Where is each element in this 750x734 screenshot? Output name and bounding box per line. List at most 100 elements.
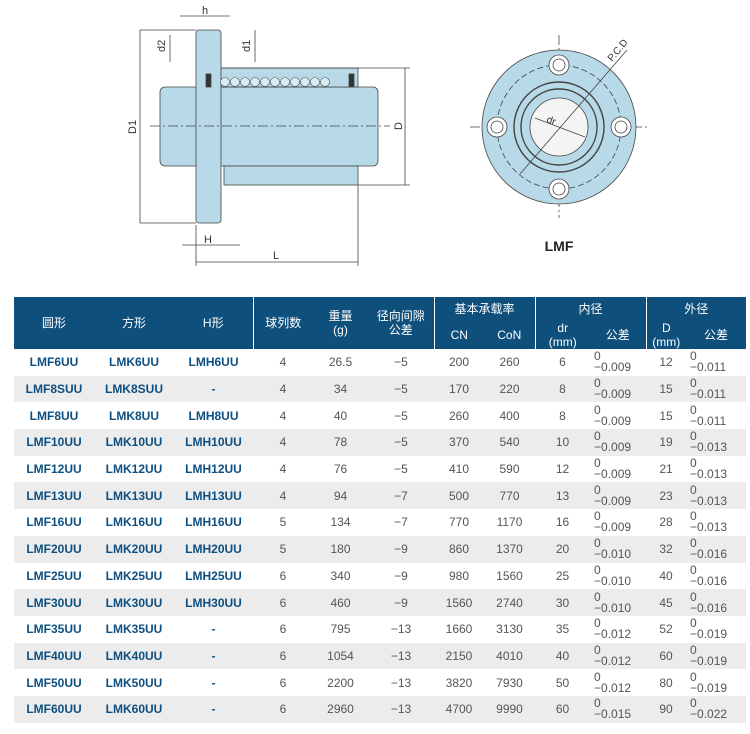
weight-cell: 76 <box>333 462 348 477</box>
square-cell: LMK16UU <box>105 515 163 530</box>
balls-cell: 6 <box>279 622 287 637</box>
col-inner: 内径 <box>534 297 647 321</box>
weight-cell: 1054 <box>313 642 368 670</box>
table-row: LMF10UU LMK10UU LMH10UU 4 78 −5 370 540 10 0 −0.00… <box>14 429 747 456</box>
outer-tolerance-cell: 0 −0.016 <box>686 589 747 616</box>
D-cell: 40 <box>659 568 673 583</box>
h-cell: - <box>174 375 253 403</box>
cn-cell: 200 <box>448 355 470 370</box>
clearance-cell: −13 <box>368 642 434 670</box>
bolt-hole <box>614 120 628 134</box>
round-cell: LMF12UU <box>26 462 82 477</box>
square-cell: LMK6UU <box>109 355 159 370</box>
dim-L-label: L <box>273 250 279 262</box>
balls-cell: 4 <box>253 482 313 510</box>
balls-cell: 6 <box>279 568 287 583</box>
bolt-hole <box>610 116 632 138</box>
inner-tolerance-cell: 0 −0.010 <box>590 589 647 616</box>
h-cell: - <box>174 642 253 670</box>
table-row: LMF6UU LMK6UU LMH6UU 4 26.5 −5 200 260 6 0 −0.009 1… <box>14 349 746 376</box>
round-cell: LMF30UU <box>14 589 94 616</box>
col-ball-rows: 球列数 <box>252 297 313 349</box>
weight-cell: 2960 <box>313 695 368 723</box>
inner-tolerance-cell: 0 −0.009 <box>594 509 632 535</box>
cn-cell: 980 <box>448 568 470 583</box>
square-cell: LMK8SUU <box>94 375 174 403</box>
con-cell: 400 <box>499 408 520 423</box>
con-cell: 590 <box>499 462 520 477</box>
balls-cell: 5 <box>253 535 313 563</box>
table-row: LMF40UU LMK40UU -6 1054 −13 2150 4010 40 0 −0.012… <box>14 642 747 670</box>
dr-cell: 8 <box>559 408 566 423</box>
balls-cell: 5 <box>279 515 287 530</box>
ball <box>260 77 270 87</box>
cn-cell: 410 <box>448 462 470 477</box>
outer-tolerance-cell: 0 −0.019 <box>686 642 747 670</box>
outer-tolerance-cell: 0 −0.019 <box>690 616 728 642</box>
h-cell: - <box>174 695 253 723</box>
con-cell: 220 <box>484 375 536 403</box>
inner-tolerance-cell: 0 −0.009 <box>594 456 632 482</box>
bolt-hole <box>548 178 570 200</box>
weight-cell: 340 <box>330 568 351 583</box>
col-dr: dr (mm) <box>534 321 591 349</box>
h-cell: LMH12UU <box>185 462 242 477</box>
cn-cell: 1660 <box>445 622 473 637</box>
dim-H-label: H <box>204 234 212 246</box>
square-cell: LMK30UU <box>94 589 174 616</box>
con-cell: 3130 <box>496 622 523 637</box>
h-cell: LMH30UU <box>174 589 253 616</box>
D-cell: 12 <box>659 355 673 370</box>
D-cell: 28 <box>659 515 673 530</box>
cn-cell: 260 <box>448 408 470 423</box>
outer-tolerance-cell: 0 −0.011 <box>690 349 727 375</box>
clearance-cell: −13 <box>368 695 434 723</box>
table-row: LMF8SUU LMK8SUU -4 34 −5 170 220 8 0 −0.009 15 0 −0.… <box>14 375 747 403</box>
table-row: LMF20UU LMK20UU LMH20UU 5 180 −9 860 1370 20 0 −0.… <box>14 535 747 563</box>
bolt-hole <box>548 54 570 76</box>
col-cn: CN <box>433 321 484 349</box>
ball <box>300 77 310 87</box>
D-cell: 90 <box>646 695 687 723</box>
outer-tolerance-cell: 0 −0.013 <box>686 429 747 456</box>
inner-tolerance-cell: 0 −0.015 <box>590 695 647 723</box>
clearance-cell: −13 <box>390 622 412 637</box>
round-cell: LMF16UU <box>26 515 82 530</box>
D-cell: 15 <box>646 375 687 403</box>
ball <box>220 77 230 87</box>
round-cell: LMF6UU <box>29 355 79 370</box>
square-cell: LMK40UU <box>94 642 174 670</box>
weight-cell: 2200 <box>327 675 354 690</box>
table-row: LMF50UU LMK50UU - 6 2200 −13 3820 7930 50 0 −0.012… <box>14 669 746 696</box>
dr-cell: 30 <box>535 589 591 616</box>
inner-tolerance-cell: 0 −0.010 <box>590 535 647 563</box>
weight-cell: 78 <box>313 429 368 456</box>
cn-cell: 770 <box>448 515 470 530</box>
cn-cell: 500 <box>434 482 484 510</box>
inner-tolerance-cell: 0 −0.009 <box>594 349 632 375</box>
inner-tolerance-cell: 0 −0.012 <box>594 669 632 695</box>
col-radial-clearance: 径向间隙 公差 <box>368 297 434 349</box>
weight-cell: 134 <box>330 515 351 530</box>
ball <box>320 77 330 87</box>
inner-tolerance-cell: 0 −0.009 <box>590 375 647 403</box>
square-cell: LMK25UU <box>105 568 163 583</box>
col-con: CoN <box>484 321 536 349</box>
inner-tolerance-cell: 0 −0.009 <box>590 482 647 510</box>
h-cell: LMH20UU <box>174 535 253 563</box>
table-row: LMF30UU LMK30UU LMH30UU 6 460 −9 1560 2740 30 0 −0… <box>14 589 747 616</box>
ball <box>270 77 280 87</box>
clearance-cell: −5 <box>394 355 408 370</box>
inner-tolerance-cell: 0 −0.009 <box>594 402 632 428</box>
dr-cell: 16 <box>555 515 570 530</box>
table-row: LMF25UU LMK25UU LMH25UU 6 340 −9 980 1560 25 0 −0.… <box>14 563 746 590</box>
cn-cell: 1560 <box>434 589 484 616</box>
balls-cell: 6 <box>253 642 313 670</box>
dim-D-label: D <box>393 122 405 130</box>
ball <box>240 77 250 87</box>
cn-cell: 2150 <box>434 642 484 670</box>
dr-cell: 25 <box>555 568 570 583</box>
clearance-cell: −9 <box>394 568 408 583</box>
con-cell: 260 <box>499 355 520 370</box>
clearance-cell: −9 <box>368 589 434 616</box>
